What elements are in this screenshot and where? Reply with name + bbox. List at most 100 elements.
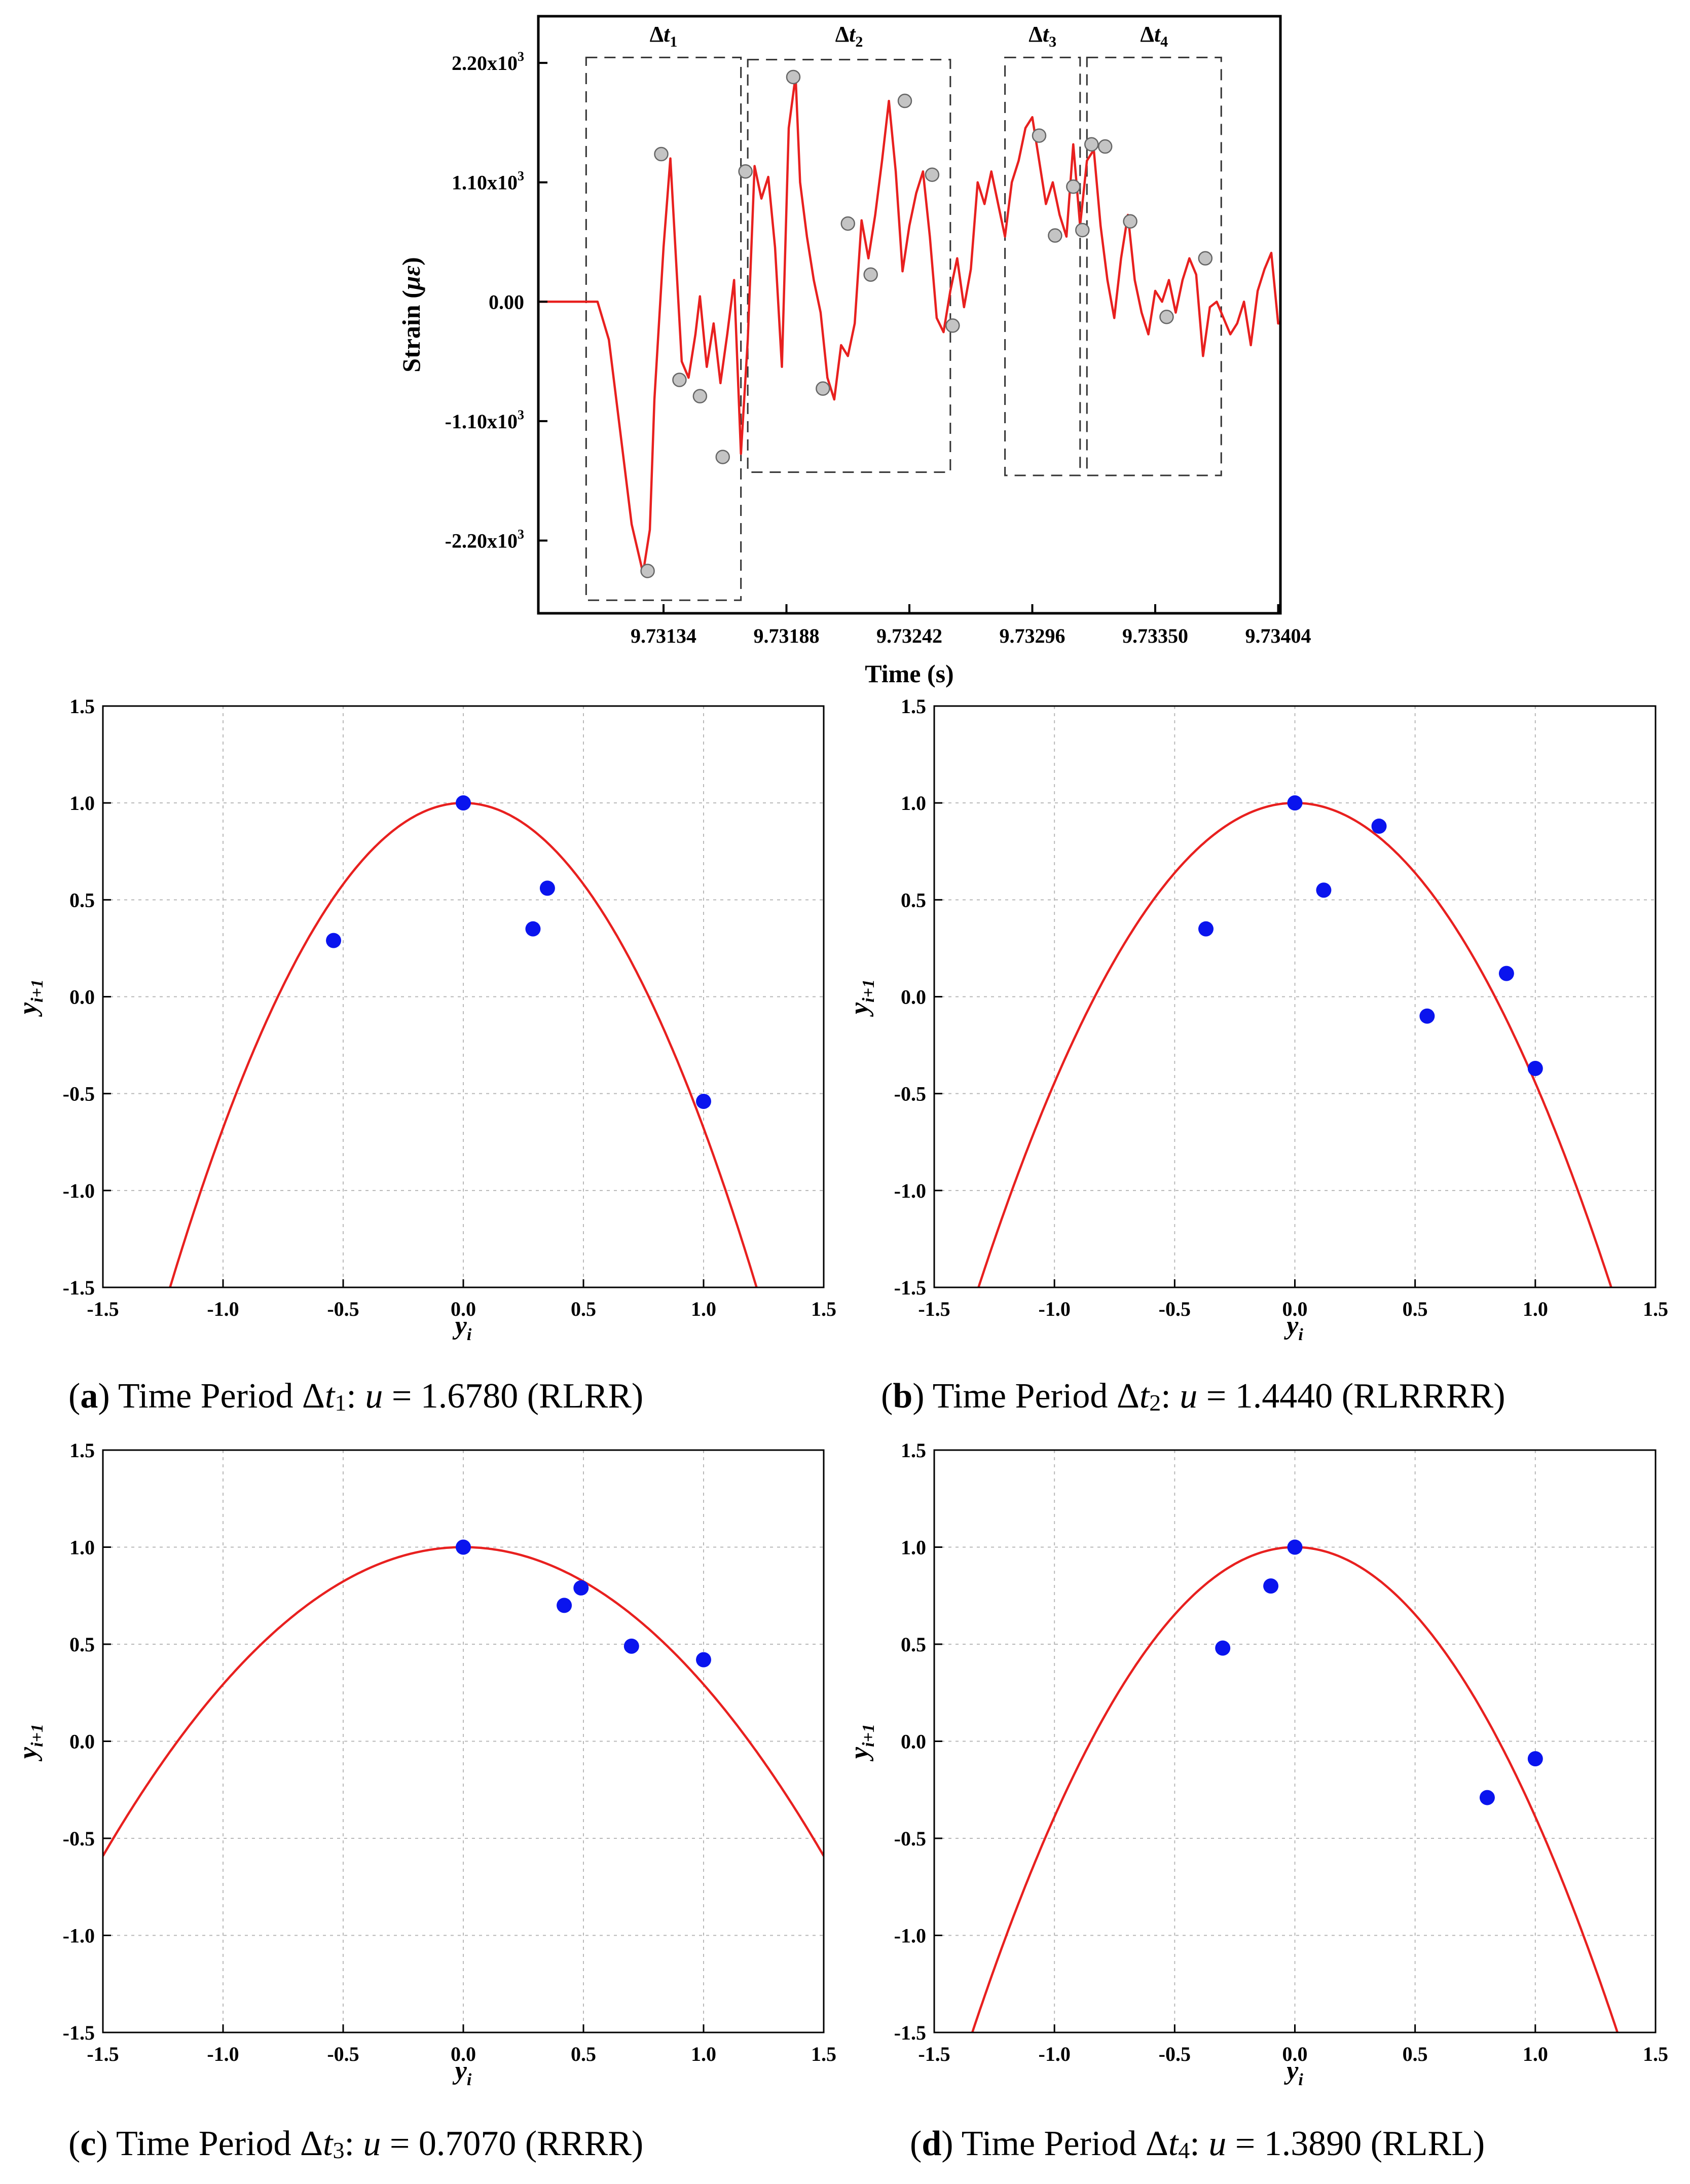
y-tick-label: 0.0 — [69, 986, 95, 1009]
x-tick-label: 0.0 — [1282, 2043, 1308, 2065]
y-axis-label: yi+1 — [14, 979, 47, 1017]
x-tick-label: -0.5 — [1159, 1298, 1191, 1320]
data-point — [326, 933, 342, 948]
period-label-4: Δt4 — [1140, 22, 1168, 50]
peak-marker — [654, 146, 669, 162]
y-tick-label: -1.5 — [894, 2021, 926, 2044]
y-tick-exp: 3 — [518, 49, 524, 64]
panel-d: -1.5-1.5 -1.0 -1.0 -0.5 -0.5 0.0 0.0 0.5 0.5 1.0 1… — [845, 1439, 1668, 2089]
data-point — [1215, 1640, 1231, 1656]
y-axis-label: yi+1 — [14, 1724, 47, 1762]
y-tick-label: -0.5 — [63, 1083, 95, 1105]
x-tick-label: 1.5 — [811, 2043, 836, 2065]
y-tick-label: -1.0 — [894, 1179, 926, 1202]
peak-marker — [1075, 223, 1090, 238]
y-tick-exp: 3 — [518, 169, 524, 183]
caption-c-rest: = 0.7070 (RRRR) — [381, 2124, 644, 2163]
caption-c-letter: c — [80, 2124, 96, 2163]
period-label-2: Δt2 — [835, 22, 863, 50]
x-tick-label: 1.0 — [691, 1298, 716, 1320]
peak-marker — [1084, 137, 1099, 152]
caption-a-u: u — [365, 1377, 383, 1416]
y-tick-label: 1.5 — [69, 695, 95, 718]
x-tick-label: -1.5 — [918, 1298, 950, 1320]
data-point — [1263, 1578, 1279, 1594]
x-tick-label: -1.0 — [207, 1298, 239, 1320]
peak-marker — [840, 216, 855, 231]
caption-a-sub: 1 — [335, 1390, 347, 1416]
period-box-3 — [1004, 56, 1081, 476]
peak-marker — [1066, 179, 1081, 194]
peak-marker — [897, 93, 912, 108]
caption-d-text: Time Period Δ — [953, 2124, 1168, 2163]
period-box-2 — [747, 59, 951, 473]
y-tick-label: 1.5 — [69, 1439, 95, 1462]
ylabel-unit: με — [397, 265, 425, 291]
y-tick-label: -1.0 — [63, 1924, 95, 1947]
y-axis-label-sub: i+1 — [28, 1724, 47, 1747]
caption-c-sub: 3 — [333, 2137, 345, 2163]
caption-d: (d) Time Period Δt4: u = 1.3890 (RLRL) — [910, 2124, 1485, 2163]
x-tick-label: 1.0 — [691, 2043, 716, 2065]
x-tick-label: 9.73404 — [1245, 624, 1311, 647]
caption-d-sub: 4 — [1178, 2137, 1190, 2163]
y-tick-label: 1.0 — [901, 1536, 926, 1559]
y-tick-label: 1.0 — [69, 792, 95, 815]
period-label-3: Δt3 — [1028, 22, 1056, 50]
period-box-4 — [1086, 56, 1222, 476]
y-tick-label: 0.5 — [901, 1633, 926, 1656]
ylabel-close: ) — [397, 257, 425, 266]
period-t: t — [849, 22, 856, 47]
peak-marker — [1198, 251, 1213, 266]
x-tick-label: -0.5 — [327, 2043, 359, 2065]
y-tick-label: -0.5 — [894, 1827, 926, 1850]
period-box-1 — [585, 56, 742, 601]
top-x-axis-label: Time (s) — [865, 659, 953, 688]
x-tick-label: -1.0 — [207, 2043, 239, 2065]
data-point — [1527, 1751, 1543, 1766]
period-sub: 3 — [1049, 33, 1056, 50]
y-axis-label-sub: i+1 — [859, 979, 878, 1003]
data-point — [623, 1638, 639, 1654]
x-tick-label: 0.5 — [571, 1298, 596, 1320]
caption-a-rest: = 1.6780 (RLRR) — [383, 1377, 644, 1416]
x-tick-label: -1.5 — [918, 2043, 950, 2065]
peak-marker — [672, 373, 687, 387]
y-axis-label-main: y — [14, 1747, 43, 1762]
y-tick-label: -1.5 — [894, 1276, 926, 1299]
caption-d-letter: d — [922, 2124, 942, 2163]
x-tick-label: 1.0 — [1523, 2043, 1548, 2065]
period-delta: Δ — [1028, 22, 1043, 47]
data-point — [1287, 1539, 1303, 1555]
x-tick-label: 0.5 — [1403, 2043, 1428, 2065]
peak-marker — [715, 450, 730, 464]
caption-b: (b) Time Period Δt2: u = 1.4440 (RLRRRR) — [881, 1377, 1505, 1416]
y-axis-label-main: y — [14, 1002, 43, 1017]
data-point — [696, 1093, 711, 1109]
y-tick-label: -0.5 — [894, 1083, 926, 1105]
y-tick-base: 2.20x10 — [452, 52, 518, 75]
caption-b-rest: = 1.4440 (RLRRRR) — [1197, 1377, 1505, 1416]
period-sub: 2 — [855, 33, 863, 50]
x-axis-label-sub: i — [467, 2070, 472, 2089]
y-tick-label: -1.0 — [63, 1179, 95, 1202]
y-tick-exp: 3 — [518, 527, 524, 541]
panel-b: -1.5-1.5 -1.0 -1.0 -0.5 -0.5 0.0 0.0 0.5 0.5 1.0 1… — [845, 695, 1668, 1344]
data-point — [1287, 795, 1303, 811]
x-axis-label-sub: i — [1298, 1325, 1303, 1344]
data-point — [539, 880, 555, 896]
peak-marker — [1159, 310, 1174, 324]
data-point — [456, 795, 471, 811]
y-tick-base: -1.10x10 — [445, 410, 518, 433]
x-tick-label: -1.0 — [1039, 2043, 1071, 2065]
y-tick-label: 1.0 — [69, 1536, 95, 1559]
strain-line — [538, 75, 1280, 575]
caption-b-text: Time Period Δ — [924, 1377, 1140, 1416]
caption-d-t: t — [1168, 2124, 1179, 2163]
caption-a-text: Time Period Δ — [109, 1377, 325, 1416]
peak-marker — [1048, 228, 1062, 243]
x-tick-label: -1.5 — [87, 1298, 119, 1320]
peak-marker — [945, 318, 960, 333]
y-axis-label: yi+1 — [845, 1724, 878, 1762]
period-delta: Δ — [835, 22, 850, 47]
